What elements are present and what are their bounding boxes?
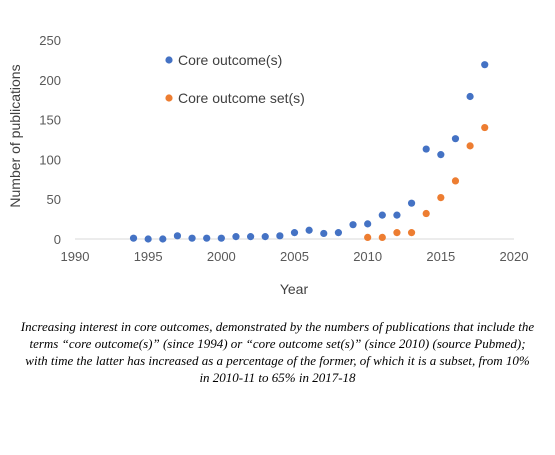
series-1-point: [451, 135, 460, 143]
series-1-point: [261, 233, 269, 241]
series-1-point: [334, 229, 342, 237]
series-2-point: [364, 233, 372, 242]
y-tick-label: 50: [47, 192, 61, 207]
series-2-point: [437, 194, 445, 202]
x-tick-label: 2015: [426, 249, 455, 264]
x-tick-label: 2010: [353, 249, 382, 264]
legend-marker: [165, 56, 173, 64]
y-tick-label: 100: [39, 152, 61, 167]
x-tick-label: 2020: [500, 249, 529, 264]
y-tick-label: 150: [39, 113, 61, 128]
y-axis-title: Number of publications: [7, 64, 23, 207]
series-1-point: [466, 92, 474, 101]
series-1-point: [290, 229, 299, 237]
legend: Core outcome(s) Core outcome set(s): [165, 52, 305, 106]
series-1-point: [188, 234, 196, 242]
series-1-point: [320, 229, 328, 238]
series-1-point: [173, 232, 182, 240]
series-1-point: [144, 235, 152, 243]
series-1-point: [247, 233, 255, 241]
x-tick-label: 1995: [134, 249, 163, 264]
x-tick-label: 1990: [61, 249, 90, 264]
series-2-point: [466, 142, 474, 150]
series-2-point: [481, 123, 489, 132]
figure-caption: Increasing interest in core outcomes, de…: [20, 319, 535, 385]
legend-label: Core outcome(s): [178, 52, 282, 68]
series-1-point: [305, 226, 313, 234]
legend-label: Core outcome set(s): [178, 90, 305, 106]
x-tick-label: 2005: [280, 249, 309, 264]
series-2-point: [378, 233, 386, 242]
scatter-chart: Number of publications Year 0 50 100 150 200…: [7, 33, 529, 297]
series-1-point: [437, 151, 445, 159]
x-tick-labels: 1990 1995 2000 2005 2010 2015 2020: [61, 249, 529, 264]
series-2-point: [407, 229, 416, 237]
series-1-point: [393, 211, 401, 219]
data-points: [129, 61, 489, 243]
x-axis-title: Year: [280, 281, 309, 297]
series-1-point: [364, 220, 372, 228]
y-tick-label: 200: [39, 73, 61, 88]
series-1-point: [422, 145, 430, 153]
series-1-point: [378, 211, 386, 219]
y-tick-labels: 0 50 100 150 200 250: [39, 33, 61, 247]
series-2-point: [422, 209, 430, 218]
series-2-point: [393, 229, 401, 237]
series-1-point: [232, 233, 240, 241]
series-1-point: [203, 234, 211, 242]
series-2-point: [451, 177, 460, 185]
series-1-point: [349, 221, 357, 229]
y-tick-label: 0: [54, 232, 61, 247]
series-1-point: [129, 234, 138, 242]
series-1-point: [407, 199, 416, 207]
legend-marker: [165, 94, 173, 102]
series-1-point: [276, 232, 284, 240]
series-1-point: [159, 235, 167, 243]
y-tick-label: 250: [39, 33, 61, 48]
series-1-point: [481, 61, 489, 69]
x-tick-label: 2000: [207, 249, 236, 264]
y-axis-title-text: Number of publications: [7, 64, 23, 207]
series-1-point: [217, 234, 225, 242]
